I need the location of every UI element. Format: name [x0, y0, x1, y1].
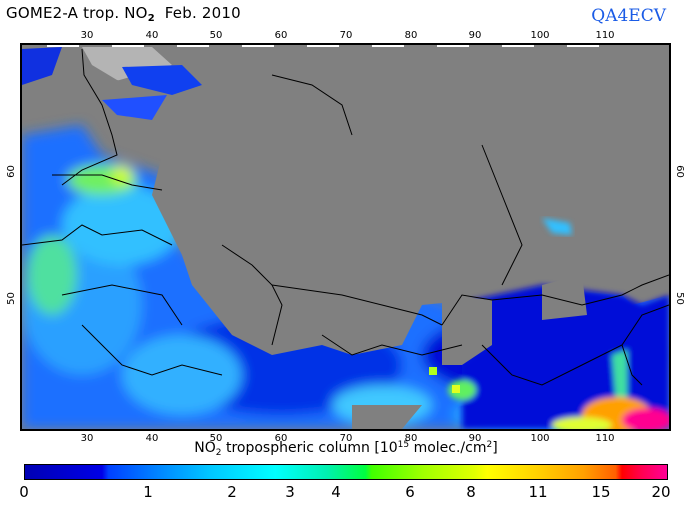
colorbar: [24, 464, 668, 480]
lon-tick-bottom: 100: [530, 433, 550, 444]
frame-segment: [242, 45, 274, 47]
lon-tick-top: 40: [145, 30, 159, 41]
lat-tick-left: 60: [5, 165, 17, 178]
title-date: Feb. 2010: [164, 4, 241, 22]
colorbar-tick: 0: [19, 483, 29, 501]
lon-tick-top: 110: [595, 30, 615, 41]
lat-tick-left: 50: [5, 292, 17, 305]
cb-label-exp2: 2: [486, 440, 493, 450]
colorbar-tick: 6: [405, 483, 415, 501]
map-title: GOME2-A trop. NO2 Feb. 2010: [6, 4, 241, 24]
lon-tick-top: 100: [530, 30, 550, 41]
frame-segment: [502, 45, 534, 47]
colorbar-tick: 11: [528, 483, 548, 501]
lon-tick-top: 30: [80, 30, 94, 41]
lon-tick-top: 80: [404, 30, 418, 41]
colorbar-tick: 4: [331, 483, 341, 501]
colorbar-tick: 8: [466, 483, 476, 501]
cb-label-unit: molec./cm: [409, 440, 487, 456]
colorbar-tick: 15: [591, 483, 611, 501]
lon-tick-top: 60: [274, 30, 288, 41]
lon-tick-top: 90: [468, 30, 482, 41]
map-graphic: [22, 45, 669, 429]
lon-tick-bottom: 50: [209, 433, 223, 444]
frame-segment: [307, 45, 339, 47]
lon-tick-bottom: 40: [145, 433, 159, 444]
title-subscript: 2: [147, 13, 155, 24]
lon-tick-bottom: 90: [468, 433, 482, 444]
colorbar-tick: 3: [285, 483, 295, 501]
title-text: GOME2-A trop. NO: [6, 4, 148, 22]
frame-segment: [47, 45, 79, 47]
frame-segment: [112, 45, 144, 47]
brand-logo: QA4ECV: [591, 6, 666, 26]
cb-label-exp: 15: [397, 440, 410, 450]
lon-tick-bottom: 30: [80, 433, 94, 444]
cb-label-no: NO: [194, 440, 216, 456]
no2-map: [20, 43, 671, 431]
colorbar-label: NO2 tropospheric column [1015 molec./cm2…: [0, 440, 692, 458]
lon-tick-bottom: 70: [339, 433, 353, 444]
lon-tick-top: 50: [209, 30, 223, 41]
lon-tick-bottom: 80: [404, 433, 418, 444]
cb-label-rest: tropospheric column [10: [221, 440, 398, 456]
cb-label-sub: 2: [215, 448, 222, 458]
lat-tick-right: 50: [673, 292, 685, 305]
frame-segment: [437, 45, 469, 47]
lat-tick-right: 60: [673, 165, 685, 178]
lon-tick-bottom: 110: [595, 433, 615, 444]
cb-label-close: ]: [492, 440, 498, 456]
frame-segment: [177, 45, 209, 47]
colorbar-tick: 20: [651, 483, 671, 501]
lon-tick-top: 70: [339, 30, 353, 41]
colorbar-tick: 2: [227, 483, 237, 501]
lon-tick-bottom: 60: [274, 433, 288, 444]
colorbar-tick: 1: [143, 483, 153, 501]
frame-segment: [567, 45, 599, 47]
frame-segment: [372, 45, 404, 47]
